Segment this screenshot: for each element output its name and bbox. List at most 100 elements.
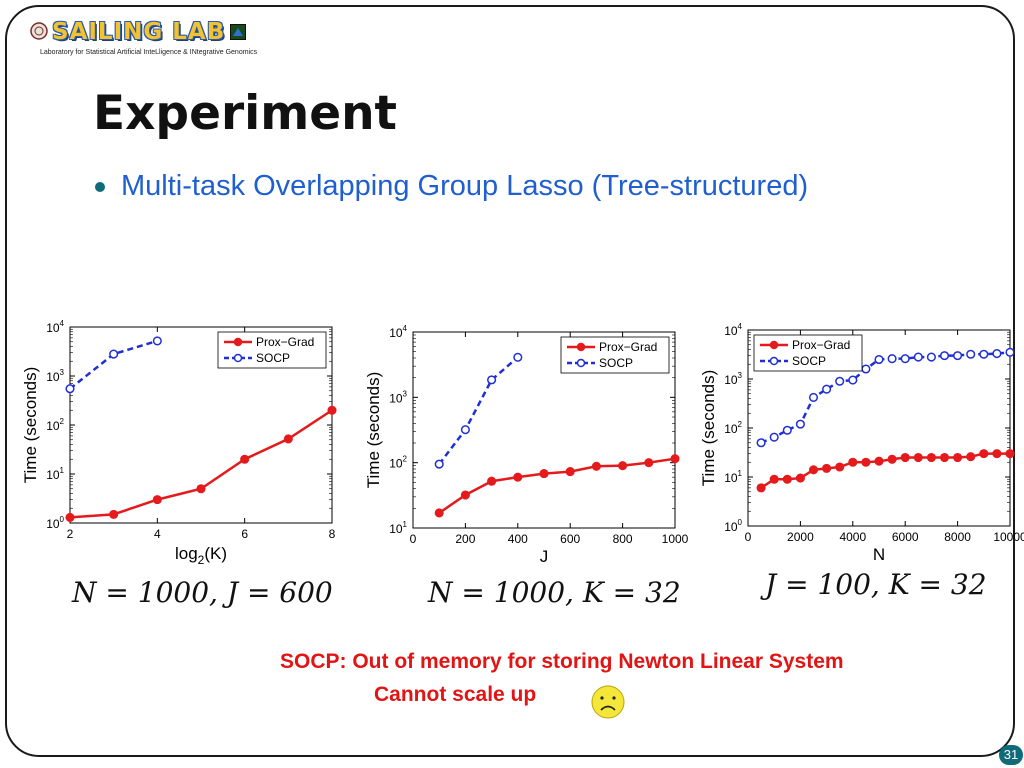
data-point-prox-grad: [196, 484, 206, 494]
data-point-prox-grad: [1005, 449, 1015, 459]
data-point-prox-grad: [782, 474, 792, 484]
data-point-prox-grad: [152, 495, 162, 505]
data-point-prox-grad: [992, 449, 1002, 459]
data-point-socp: [926, 352, 936, 362]
legend-label: Prox−Grad: [792, 338, 850, 352]
legend-label: SOCP: [792, 354, 826, 368]
data-point-prox-grad: [874, 456, 884, 466]
x-tick-label: 600: [560, 532, 580, 546]
data-point-socp: [979, 349, 989, 359]
cannot-scale-note: Cannot scale up: [374, 683, 537, 706]
x-tick-label: 8: [329, 527, 336, 541]
logo-title: SAILING LAB: [52, 19, 226, 45]
data-point-socp: [808, 392, 819, 403]
x-tick-label: 200: [455, 532, 475, 546]
data-point-socp: [900, 354, 910, 364]
data-point-socp: [152, 336, 162, 346]
data-point-prox-grad: [966, 452, 976, 462]
data-point-prox-grad: [900, 452, 910, 463]
data-point-prox-grad: [283, 434, 293, 444]
data-point-socp: [966, 349, 976, 359]
x-tick-label: 0: [745, 530, 752, 544]
x-tick-label: 0: [410, 532, 417, 546]
data-point-prox-grad: [756, 483, 766, 493]
chart-time-vs-n: 100 101 102 103 104 0 2000 4000 6000 8000 10000 Tim…: [699, 322, 1024, 564]
bullet-dot-icon: [95, 181, 105, 192]
y-tick-label: 102: [724, 420, 742, 436]
y-tick-label: 103: [389, 389, 407, 405]
legend-marker: [233, 337, 243, 347]
legend-marker: [576, 342, 586, 352]
y-tick-label: 101: [389, 520, 407, 536]
y-tick-label: 101: [724, 469, 742, 485]
y-axis-label: Time (seconds): [21, 367, 40, 484]
logo-square-icon: [230, 24, 246, 40]
data-point-socp: [861, 364, 871, 374]
chart-time-vs-j: 101 102 103 104 0 200 400 600 800 1000 Time (secon…: [364, 324, 689, 566]
chart-caption: J = 100, K = 32: [765, 568, 987, 601]
data-point-socp: [887, 354, 897, 364]
legend-label: SOCP: [599, 356, 633, 370]
y-tick-label: 103: [46, 368, 64, 384]
data-point-prox-grad: [939, 452, 950, 463]
slide-frame: [5, 5, 1015, 757]
y-tick-label: 100: [724, 518, 742, 534]
socp-memory-note: SOCP: Out of memory for storing Newton L…: [280, 650, 844, 673]
bullet-text: Multi-task Overlapping Group Lasso (Tree…: [121, 170, 809, 202]
y-tick-label: 104: [724, 322, 742, 338]
data-point-prox-grad: [913, 452, 923, 463]
series-line-socp: [438, 356, 519, 465]
data-point-prox-grad: [822, 463, 832, 473]
data-point-socp: [992, 349, 1002, 359]
y-tick-label: 103: [724, 371, 742, 387]
x-axis-label: J: [540, 547, 549, 566]
legend-label: SOCP: [256, 351, 290, 365]
data-point-prox-grad: [953, 452, 963, 463]
data-point-prox-grad: [65, 512, 75, 522]
chart-caption: N = 1000, K = 32: [428, 576, 681, 609]
data-point-socp: [848, 375, 858, 385]
legend-marker: [233, 353, 243, 363]
data-point-socp: [822, 384, 832, 394]
x-tick-label: 1000: [662, 532, 689, 546]
y-tick-label: 104: [389, 324, 407, 340]
data-point-socp: [782, 425, 792, 435]
data-point-socp: [913, 352, 923, 362]
x-tick-label: 800: [613, 532, 633, 546]
x-tick-label: 400: [508, 532, 528, 546]
x-tick-label: 6000: [892, 530, 919, 544]
legend-label: Prox−Grad: [599, 340, 657, 354]
data-point-prox-grad: [670, 454, 680, 464]
data-point-socp: [835, 376, 845, 386]
data-point-socp: [1005, 347, 1015, 357]
x-tick-label: 4: [154, 527, 161, 541]
page-number-badge: 31: [999, 745, 1023, 765]
y-tick-label: 102: [389, 455, 407, 471]
y-tick-label: 100: [46, 515, 64, 531]
x-tick-label: 6: [241, 527, 248, 541]
bullet-item: Multi-task Overlapping Group Lasso (Tree…: [95, 170, 808, 203]
data-point-socp: [756, 438, 766, 448]
legend-box: [753, 334, 863, 372]
data-point-prox-grad: [795, 473, 805, 483]
y-tick-label: 104: [46, 319, 64, 335]
data-point-prox-grad: [565, 467, 575, 477]
legend-box: [560, 336, 670, 374]
legend-box: [217, 331, 327, 369]
x-axis-label: log2(K): [175, 544, 227, 567]
data-point-prox-grad: [434, 508, 444, 518]
data-point-socp: [513, 352, 523, 362]
legend-marker: [769, 340, 779, 350]
x-tick-label: 2000: [787, 530, 814, 544]
chart-time-vs-log2k: 100 101 102 103 104 2 4 6 8 Time (seconds) log2(K)…: [21, 319, 337, 567]
x-tick-label: 2: [67, 527, 74, 541]
legend-marker: [769, 356, 779, 366]
legend-label: Prox−Grad: [256, 335, 314, 349]
x-tick-label: 10000: [993, 530, 1024, 544]
sad-face-icon: [591, 685, 625, 719]
data-point-socp: [434, 459, 444, 469]
data-point-socp: [109, 349, 119, 359]
data-point-prox-grad: [848, 457, 858, 467]
data-point-socp: [953, 351, 963, 361]
sailing-lab-logo: SAILING LAB Laboratory for Statistical A…: [30, 19, 260, 64]
